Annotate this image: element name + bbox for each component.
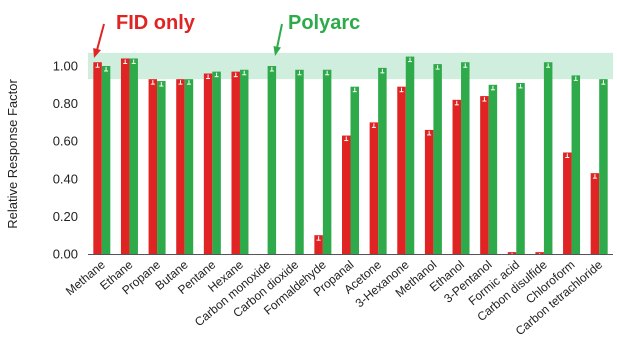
bar-polyarc (295, 69, 304, 254)
bar-fid-only (120, 58, 130, 255)
bar-fid-only (176, 79, 185, 254)
bar-fid-only (342, 135, 351, 254)
bar-fid-only (480, 96, 489, 254)
bar-polyarc (433, 64, 442, 255)
bar-polyarc (405, 56, 415, 254)
bar-polyarc (101, 66, 111, 254)
bar-polyarc (488, 84, 498, 254)
bar-fid-only (314, 235, 323, 254)
bar-polyarc (516, 82, 525, 254)
bar-fid-only (93, 62, 102, 254)
bar-polyarc (599, 79, 608, 254)
bar-fid-only (590, 173, 600, 254)
bar-fid-only (535, 252, 544, 254)
bar-fid-only (203, 73, 213, 255)
bar-fid-only (563, 152, 572, 254)
bar-polyarc (212, 71, 221, 254)
y-tick-label: 0.60 (53, 134, 78, 149)
legend-polyarc: Polyarc (288, 12, 360, 34)
bar-polyarc (543, 62, 553, 254)
bar-fid-only (231, 71, 240, 254)
legend-fid-only: FID only (116, 12, 196, 34)
bar-polyarc (571, 75, 581, 255)
y-tick-label: 1.00 (53, 59, 78, 74)
bar-polyarc (157, 81, 166, 254)
bar-fid-only (424, 129, 434, 254)
bar-polyarc (350, 86, 359, 255)
highlight-band (88, 52, 613, 80)
bar-polyarc (322, 69, 332, 254)
y-tick-label: 0.80 (53, 96, 78, 111)
y-tick-label: 0.20 (53, 209, 78, 224)
arrow-polyarc (276, 23, 283, 49)
bar-polyarc (239, 69, 249, 254)
arrow-fid-only (96, 23, 105, 51)
bar-fid-only (369, 122, 379, 255)
bar-fid-only (397, 86, 406, 255)
bar-fid-only (148, 79, 158, 254)
y-axis-title: Relative Response Factor (5, 79, 20, 229)
arrow-fid-only-head (93, 48, 101, 58)
bar-polyarc (184, 79, 194, 254)
arrow-polyarc-head (273, 46, 281, 56)
bar-polyarc (129, 58, 138, 255)
y-tick-label: 0.40 (53, 171, 78, 186)
bar-fid-only (452, 99, 462, 254)
bar-polyarc (267, 66, 277, 254)
bar-polyarc (378, 67, 387, 254)
bar-fid-only (507, 252, 517, 254)
y-tick-label: 0.00 (53, 247, 78, 262)
bar-polyarc (461, 62, 470, 254)
